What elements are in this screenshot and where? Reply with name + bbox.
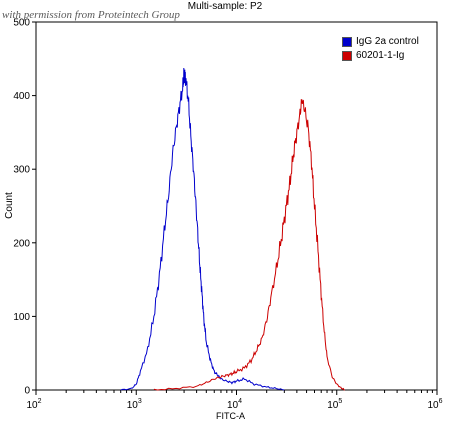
legend-label-60201: 60201-1-Ig: [356, 50, 405, 61]
legend-item-60201: 60201-1-Ig: [342, 49, 419, 63]
x-tick-label: 106: [427, 398, 442, 411]
y-tick-label: 500: [13, 18, 30, 29]
series-line-igg-2a-control: [120, 67, 285, 391]
y-tick-label: 100: [13, 312, 30, 323]
y-axis: 0 100 200 300 400 500: [13, 18, 36, 397]
legend-item-igg: IgG 2a control: [342, 35, 419, 49]
legend: IgG 2a control 60201-1-Ig: [342, 35, 419, 63]
x-axis: 102 103 104 105 106: [26, 390, 443, 411]
y-tick-label: 200: [13, 238, 30, 249]
y-tick-label: 0: [24, 386, 30, 397]
series-line-60201-1-ig: [153, 99, 345, 391]
y-axis-label: Count: [3, 192, 15, 219]
legend-swatch-blue: [342, 37, 352, 47]
x-tick-label: 105: [327, 398, 342, 411]
legend-label-igg: IgG 2a control: [356, 36, 419, 47]
series-layer: [120, 67, 345, 391]
plot-frame: [35, 21, 438, 391]
watermark-text: with permission from Proteintech Group: [2, 9, 180, 21]
x-tick-label: 103: [127, 398, 142, 411]
x-tick-label: 104: [227, 398, 242, 411]
chart-title: Multi-sample: P2: [187, 1, 263, 12]
legend-swatch-red: [342, 51, 352, 61]
x-axis-label: FITC-A: [216, 411, 245, 421]
x-tick-label: 102: [26, 398, 41, 411]
y-tick-label: 400: [13, 91, 30, 102]
y-tick-label: 300: [13, 165, 30, 176]
